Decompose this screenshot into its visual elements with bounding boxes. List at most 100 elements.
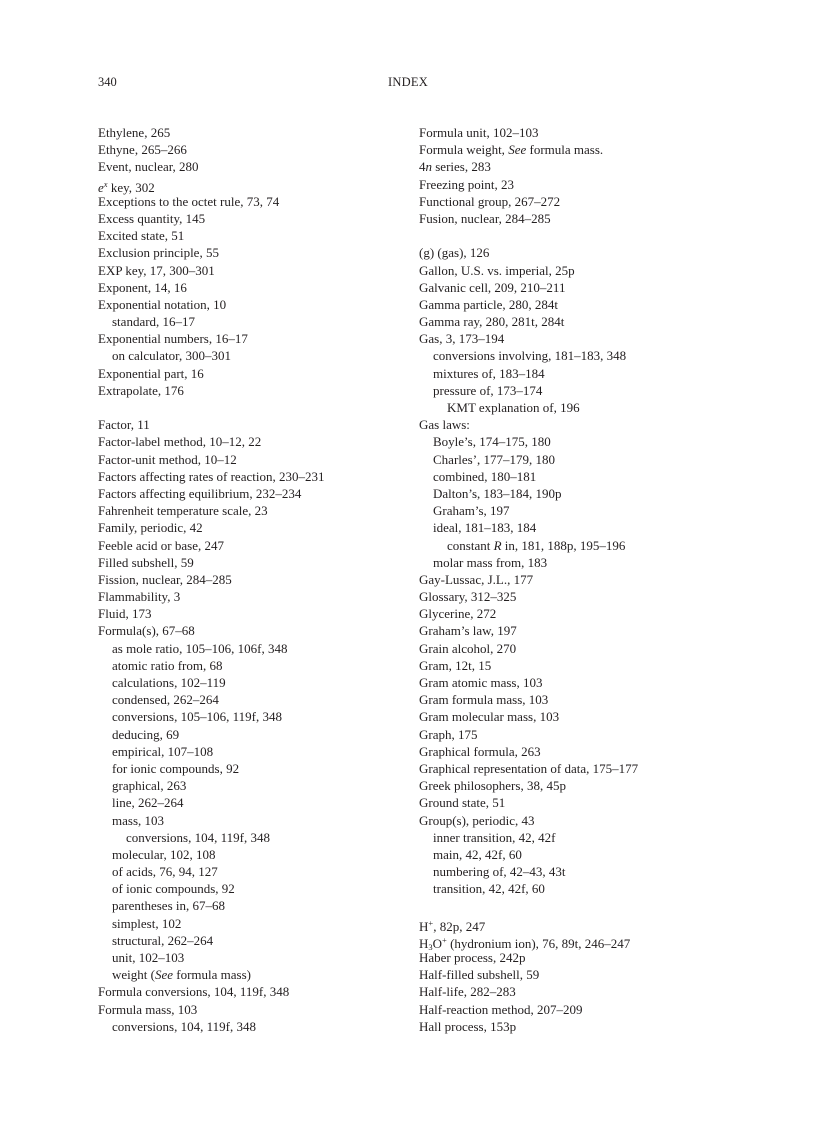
entry-text: key, 302 xyxy=(107,179,155,195)
entry-text: series, 283 xyxy=(432,159,491,175)
entry-text: weight ( xyxy=(112,967,155,983)
entry-text: Gram molecular mass, 103 xyxy=(419,709,560,725)
entry-text: R xyxy=(493,537,502,553)
index-subentry: on calculator, 300–301 xyxy=(98,347,324,364)
index-entry: Factor-label method, 10–12, 22 xyxy=(98,433,324,450)
index-entry: Ethyne, 265–266 xyxy=(98,141,324,158)
index-entry: Galvanic cell, 209, 210–211 xyxy=(419,279,638,296)
entry-text: of acids, 76, 94, 127 xyxy=(112,864,218,880)
index-entry: Grain alcohol, 270 xyxy=(419,640,638,657)
entry-text: Half-filled subshell, 59 xyxy=(419,967,540,983)
entry-text: Exponential notation, 10 xyxy=(98,296,227,312)
entry-text: pressure of, 173–174 xyxy=(433,382,543,398)
entry-text: Ethylene, 265 xyxy=(98,125,171,140)
entry-text: numbering of, 42–43, 43t xyxy=(433,864,566,880)
index-entry: Exponential part, 16 xyxy=(98,365,324,382)
index-column-left: Ethylene, 265 Ethyne, 265–266 Event, nucle… xyxy=(98,124,324,1035)
index-entry: Hall process, 153p xyxy=(419,1018,638,1035)
entry-text: Gas laws: xyxy=(419,417,470,433)
index-subentry: as mole ratio, 105–106, 106f, 348 xyxy=(98,640,324,657)
entry-text: O xyxy=(432,935,443,951)
entry-text: Graham’s, 197 xyxy=(433,503,510,519)
entry-text: Functional group, 267–272 xyxy=(419,193,561,209)
entry-text: H xyxy=(419,935,429,951)
index-entry: Fluid, 173 xyxy=(98,605,324,622)
index-subentry: Graham’s, 197 xyxy=(419,502,638,519)
index-subentry: mixtures of, 183–184 xyxy=(419,365,638,382)
index-entry: Gram atomic mass, 103 xyxy=(419,674,638,691)
entry-text: Charles’, 177–179, 180 xyxy=(433,451,556,467)
entry-text: Group(s), periodic, 43 xyxy=(419,812,535,828)
index-subentry: transition, 42, 42f, 60 xyxy=(419,880,638,897)
entry-text: See xyxy=(508,142,527,158)
entry-text: ideal, 181–183, 184 xyxy=(433,520,537,536)
entry-text: Half-reaction method, 207–209 xyxy=(419,1001,583,1017)
entry-text: 3 xyxy=(428,941,433,952)
index-entry: Fission, nuclear, 284–285 xyxy=(98,571,324,588)
index-entry: Family, periodic, 42 xyxy=(98,519,324,536)
index-entry: Gas laws: xyxy=(419,416,638,433)
entry-text: Gas, 3, 173–194 xyxy=(419,331,505,347)
index-subentry: weight (See formula mass) xyxy=(98,966,324,983)
entry-text: Grain alcohol, 270 xyxy=(419,640,517,656)
index-entry: Graph, 175 xyxy=(419,726,638,743)
entry-text: EXP key, 17, 300–301 xyxy=(98,262,215,278)
index-entry: Gamma ray, 280, 281t, 284t xyxy=(419,313,638,330)
entry-text: conversions, 105–106, 119f, 348 xyxy=(112,709,282,725)
entry-text: Gallon, U.S. vs. imperial, 25p xyxy=(419,262,575,278)
index-entry: Graphical representation of data, 175–17… xyxy=(419,760,638,777)
index-subentry: simplest, 102 xyxy=(98,915,324,932)
entry-text: Feeble acid or base, 247 xyxy=(98,537,224,553)
index-subentry: Dalton’s, 183–184, 190p xyxy=(419,485,638,502)
entry-text: Gram, 12t, 15 xyxy=(419,657,492,673)
entry-text: inner transition, 42, 42f xyxy=(433,829,556,845)
entry-text: atomic ratio from, 68 xyxy=(112,657,223,673)
entry-text: Extrapolate, 176 xyxy=(98,382,184,398)
index-subentry: of acids, 76, 94, 127 xyxy=(98,863,324,880)
entry-text: Glycerine, 272 xyxy=(419,606,497,622)
index-entry: Fusion, nuclear, 284–285 xyxy=(419,210,638,227)
entry-text: simplest, 102 xyxy=(112,915,182,931)
entry-text: Formula conversions, 104, 119f, 348 xyxy=(98,984,290,1000)
entry-text: Formula(s), 67–68 xyxy=(98,623,195,639)
index-entry: Gallon, U.S. vs. imperial, 25p xyxy=(419,262,638,279)
index-subentry: conversions, 104, 119f, 348 xyxy=(98,1018,324,1035)
index-entry: Exponential notation, 10 xyxy=(98,296,324,313)
index-entry: Ethylene, 265 xyxy=(98,124,324,141)
index-subentry: inner transition, 42, 42f xyxy=(419,829,638,846)
index-entry: Freezing point, 23 xyxy=(419,176,638,193)
index-entry: Gas, 3, 173–194 xyxy=(419,330,638,347)
entry-text: Graphical representation of data, 175–17… xyxy=(419,760,639,776)
entry-text: conversions, 104, 119f, 348 xyxy=(112,1018,256,1034)
entry-text: Formula mass, 103 xyxy=(98,1001,198,1017)
entry-text: line, 262–264 xyxy=(112,795,184,811)
entry-text: Excess quantity, 145 xyxy=(98,210,206,226)
index-subentry: pressure of, 173–174 xyxy=(419,382,638,399)
index-entry: Formula weight, See formula mass. xyxy=(419,141,638,158)
index-subentry: deducing, 69 xyxy=(98,726,324,743)
index-subentry: mass, 103 xyxy=(98,812,324,829)
index-subentry: numbering of, 42–43, 43t xyxy=(419,863,638,880)
entry-text: (g) (gas), 126 xyxy=(419,245,490,261)
entry-text: Exponential part, 16 xyxy=(98,365,204,381)
index-entry: Half-life, 282–283 xyxy=(419,983,638,1000)
entry-text: Event, nuclear, 280 xyxy=(98,159,199,175)
index-subentry: line, 262–264 xyxy=(98,794,324,811)
index-entry: Fahrenheit temperature scale, 23 xyxy=(98,502,324,519)
entry-text: mixtures of, 183–184 xyxy=(433,365,545,381)
entry-text: Graham’s law, 197 xyxy=(419,623,517,639)
entry-text: KMT explanation of, 196 xyxy=(447,400,580,415)
index-entry: Formula(s), 67–68 xyxy=(98,622,324,639)
entry-text: Boyle’s, 174–175, 180 xyxy=(433,434,551,450)
index-entry: Formula conversions, 104, 119f, 348 xyxy=(98,983,324,1000)
index-entry: Factors affecting rates of reaction, 230… xyxy=(98,468,324,485)
index-subentry: KMT explanation of, 196 xyxy=(419,399,638,416)
entry-text: Greek philosophers, 38, 45p xyxy=(419,778,566,794)
index-subentry: conversions, 105–106, 119f, 348 xyxy=(98,708,324,725)
entry-text: e xyxy=(98,179,104,195)
entry-text: mass, 103 xyxy=(112,812,164,828)
index-entry: Gram, 12t, 15 xyxy=(419,657,638,674)
index-entry: Functional group, 267–272 xyxy=(419,193,638,210)
index-subentry: structural, 262–264 xyxy=(98,932,324,949)
entry-text: (hydronium ion), 76, 89t, 246–247 xyxy=(446,935,631,951)
